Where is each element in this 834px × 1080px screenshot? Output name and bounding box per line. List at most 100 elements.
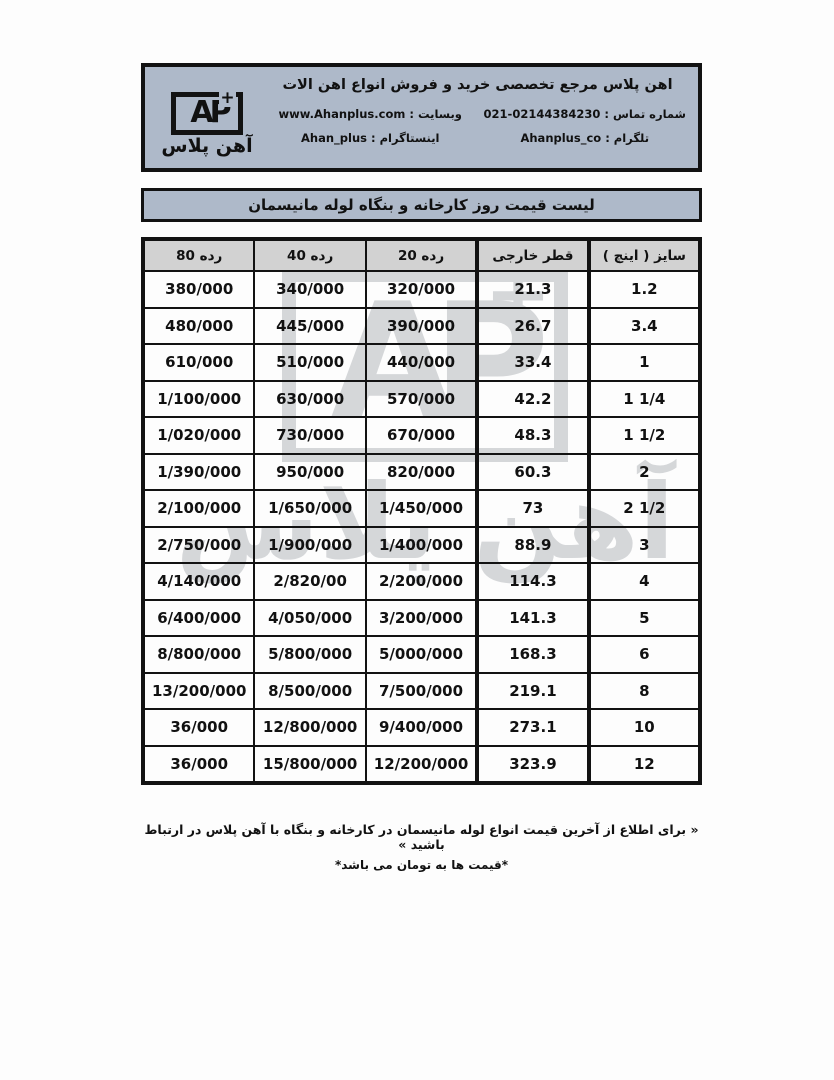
table-cell: 273.1 <box>475 708 591 747</box>
table-cell: 2/750/000 <box>141 525 256 564</box>
table-cell: 5/800/000 <box>253 635 367 674</box>
table-cell: 3.4 <box>587 306 702 345</box>
table-cell: 1 1/4 <box>587 379 702 418</box>
table-cell: 320/000 <box>364 270 479 309</box>
company-logo: AP + آهن پلاس <box>151 85 263 164</box>
table-cell: 340/000 <box>253 270 367 309</box>
ap-logo-icon: AP + <box>171 87 243 136</box>
table-cell: 610/000 <box>141 343 256 382</box>
table-cell: 36/000 <box>141 708 256 747</box>
table-cell: 2/200/000 <box>364 562 479 601</box>
table-cell: 1/450/000 <box>364 489 479 528</box>
table-cell: 3 <box>587 525 702 564</box>
table-row: 12 323.9 12/200/000 15/800/000 36/000 <box>141 744 702 784</box>
company-tagline: اهن پلاس مرجع تخصصی خرید و فروش انواع اه… <box>282 77 673 93</box>
instagram-label: اینستاگرام : <box>371 131 440 145</box>
table-cell: 1/020/000 <box>141 416 256 455</box>
table-cell: 2 <box>587 452 702 491</box>
table-cell: 1 1/2 <box>587 416 702 455</box>
table-row: 1 1/4 42.2 570/000 630/000 1/100/000 <box>141 379 702 418</box>
table-header-row: سایز ( اینچ ) قطر خارجی رده 20 رده 40 رد… <box>141 238 702 272</box>
table-cell: 42.2 <box>475 379 591 418</box>
table-row: 2 60.3 820/000 950/000 1/390/000 <box>141 452 702 491</box>
price-table: سایز ( اینچ ) قطر خارجی رده 20 رده 40 رد… <box>141 237 702 785</box>
table-cell: 219.1 <box>475 671 591 710</box>
table-cell: 7/500/000 <box>364 671 479 710</box>
table-cell: 4/050/000 <box>253 598 367 637</box>
telegram-label: تلگرام : <box>605 131 650 145</box>
table-cell: 8 <box>587 671 702 710</box>
table-cell: 12 <box>587 744 702 784</box>
table-cell: 88.9 <box>475 525 591 564</box>
table-cell: 10 <box>587 708 702 747</box>
table-row: 8 219.1 7/500/000 8/500/000 13/200/000 <box>141 671 702 710</box>
col-header-size: سایز ( اینچ ) <box>587 238 702 272</box>
table-cell: 26.7 <box>475 306 591 345</box>
price-list-title-banner: لیست قیمت روز کارخانه و بنگاه لوله مانیس… <box>141 188 702 222</box>
table-cell: 1/390/000 <box>141 452 256 491</box>
col-header-schedule-20: رده 20 <box>364 238 479 272</box>
table-row: 4 114.3 2/200/000 2/820/00 4/140/000 <box>141 562 702 601</box>
header-main-area: اهن پلاس مرجع تخصصی خرید و فروش انواع اه… <box>263 71 692 164</box>
header-contact-box: اهن پلاس مرجع تخصصی خرید و فروش انواع اه… <box>141 63 702 172</box>
table-cell: 1.2 <box>587 270 702 309</box>
table-cell: 1 <box>587 343 702 382</box>
table-cell: 820/000 <box>364 452 479 491</box>
table-cell: 9/400/000 <box>364 708 479 747</box>
table-cell: 1/650/000 <box>253 489 367 528</box>
table-cell: 5 <box>587 598 702 637</box>
table-cell: 3/200/000 <box>364 598 479 637</box>
price-table-body: 1.2 21.3 320/000 340/000 380/000 3.4 26.7 390/0… <box>141 270 702 784</box>
table-cell: 4 <box>587 562 702 601</box>
table-cell: 670/000 <box>364 416 479 455</box>
table-cell: 2/100/000 <box>141 489 256 528</box>
table-cell: 5/000/000 <box>364 635 479 674</box>
table-cell: 390/000 <box>364 306 479 345</box>
table-cell: 60.3 <box>475 452 591 491</box>
telegram-contact: تلگرام : Ahanplus_co <box>478 131 693 145</box>
table-cell: 33.4 <box>475 343 591 382</box>
table-row: 10 273.1 9/400/000 12/800/000 36/000 <box>141 708 702 747</box>
col-header-schedule-80: رده 80 <box>141 238 256 272</box>
table-cell: 480/000 <box>141 306 256 345</box>
table-cell: 12/200/000 <box>364 744 479 784</box>
company-name: آهن پلاس <box>161 135 253 158</box>
table-cell: 141.3 <box>475 598 591 637</box>
price-list-title: لیست قیمت روز کارخانه و بنگاه لوله مانیس… <box>248 196 595 214</box>
table-cell: 323.9 <box>475 744 591 784</box>
table-cell: 12/800/000 <box>253 708 367 747</box>
table-cell: 2/820/00 <box>253 562 367 601</box>
table-cell: 73 <box>475 489 591 528</box>
phone-number: 021-02144384230 <box>483 107 601 121</box>
currency-note: *قیمت ها به تومان می باشد* <box>334 858 509 872</box>
table-cell: 4/140/000 <box>141 562 256 601</box>
col-header-schedule-40: رده 40 <box>253 238 367 272</box>
table-cell: 440/000 <box>364 343 479 382</box>
plus-icon: + <box>219 87 236 108</box>
table-cell: 8/800/000 <box>141 635 256 674</box>
website-label: وبسایت : <box>409 107 462 121</box>
phone-contact: شماره تماس : 021-02144384230 <box>478 107 693 121</box>
telegram-handle: Ahanplus_co <box>520 131 602 145</box>
table-cell: 380/000 <box>141 270 256 309</box>
table-cell: 1/100/000 <box>141 379 256 418</box>
table-cell: 6/400/000 <box>141 598 256 637</box>
table-cell: 48.3 <box>475 416 591 455</box>
table-cell: 730/000 <box>253 416 367 455</box>
website-contact: وبسایت : www.Ahanplus.com <box>263 107 478 121</box>
table-cell: 36/000 <box>141 744 256 784</box>
table-cell: 445/000 <box>253 306 367 345</box>
instagram-handle: Ahan_plus <box>301 131 367 145</box>
table-cell: 114.3 <box>475 562 591 601</box>
table-row: 3.4 26.7 390/000 445/000 480/000 <box>141 306 702 345</box>
table-cell: 510/000 <box>253 343 367 382</box>
table-cell: 21.3 <box>475 270 591 309</box>
table-row: 1 33.4 440/000 510/000 610/000 <box>141 343 702 382</box>
instagram-contact: اینستاگرام : Ahan_plus <box>263 131 478 145</box>
table-cell: 6 <box>587 635 702 674</box>
table-cell: 13/200/000 <box>141 671 256 710</box>
table-row: 1.2 21.3 320/000 340/000 380/000 <box>141 270 702 309</box>
table-cell: 168.3 <box>475 635 591 674</box>
table-cell: 950/000 <box>253 452 367 491</box>
contact-advice-note: « برای اطلاع از آخرین قیمت انواع لوله ما… <box>144 822 699 852</box>
